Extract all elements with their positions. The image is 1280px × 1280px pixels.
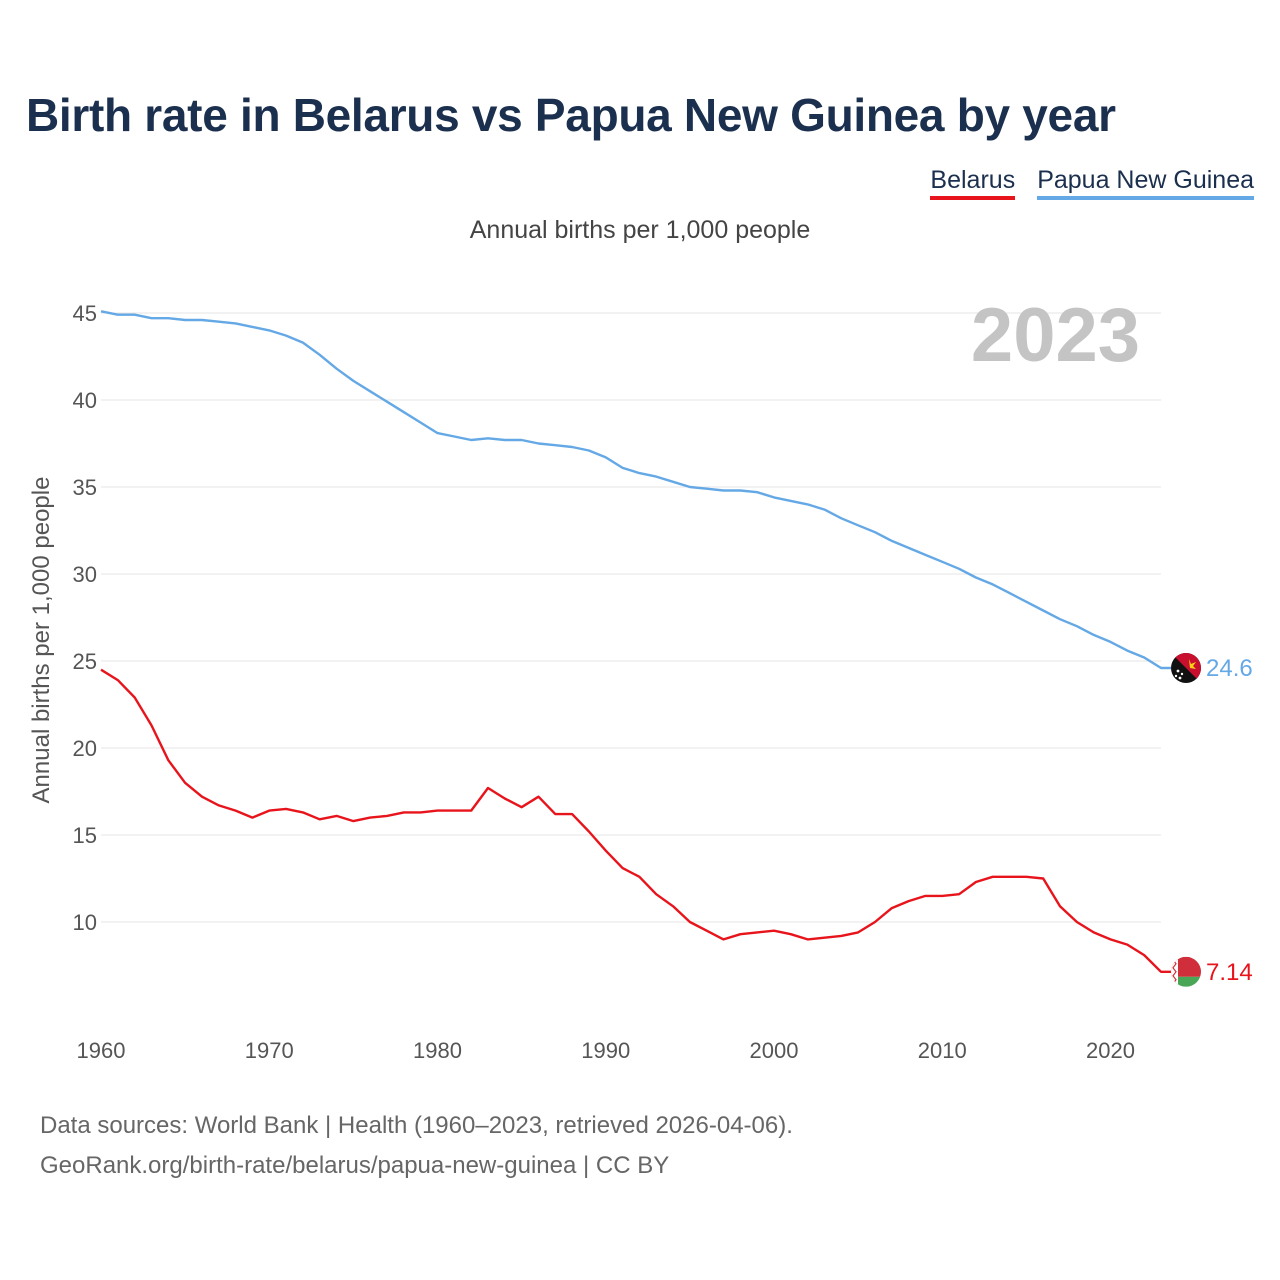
data-source-text: Data sources: World Bank | Health (1960–… [40, 1112, 793, 1139]
x-tick-label: 1970 [245, 1038, 294, 1063]
attribution-text: GeoRank.org/birth-rate/belarus/papua-new… [40, 1152, 670, 1179]
x-tick-label: 1980 [413, 1038, 462, 1063]
y-tick-label: 45 [73, 301, 97, 326]
end-label-papua-new-guinea: 24.6 [1206, 655, 1253, 682]
x-tick-label: 1960 [77, 1038, 126, 1063]
series-line-belarus [100, 668, 1171, 973]
y-tick-label: 15 [73, 823, 97, 848]
x-tick-label: 1990 [581, 1038, 630, 1063]
y-tick-label: 20 [73, 736, 97, 761]
y-tick-label: 35 [73, 475, 97, 500]
series-line-papua-new-guinea [100, 310, 1171, 670]
y-axis-ticks: 10 15 20 25 30 35 40 45 [73, 301, 97, 935]
y-tick-label: 30 [73, 562, 97, 587]
series-lines [100, 310, 1171, 973]
y-tick-label: 40 [73, 388, 97, 413]
x-axis-ticks: 1960 1970 1980 1990 2000 2010 2020 [77, 1038, 1135, 1063]
end-labels: 24.6 7.14 [1206, 655, 1253, 986]
y-tick-label: 10 [73, 910, 97, 935]
y-tick-label: 25 [73, 649, 97, 674]
belarus-flag-icon [1171, 956, 1201, 987]
gridlines [101, 312, 1161, 923]
x-tick-label: 2020 [1086, 1038, 1135, 1063]
page-title: Birth rate in Belarus vs Papua New Guine… [26, 89, 1116, 141]
end-markers [1171, 653, 1201, 987]
x-tick-label: 2010 [918, 1038, 967, 1063]
x-tick-label: 2000 [750, 1038, 799, 1063]
legend-item-papua-new-guinea[interactable]: Papua New Guinea [1037, 166, 1254, 200]
end-label-belarus: 7.14 [1206, 959, 1253, 986]
chart-subtitle: Annual births per 1,000 people [469, 216, 811, 244]
legend-item-belarus[interactable]: Belarus [930, 166, 1016, 200]
year-overlay: 2023 [971, 293, 1140, 378]
papua-new-guinea-flag-icon [1171, 653, 1201, 683]
footer: Data sources: World Bank | Health (1960–… [40, 1106, 793, 1186]
legend: Belarus Papua New Guinea [930, 166, 1254, 200]
